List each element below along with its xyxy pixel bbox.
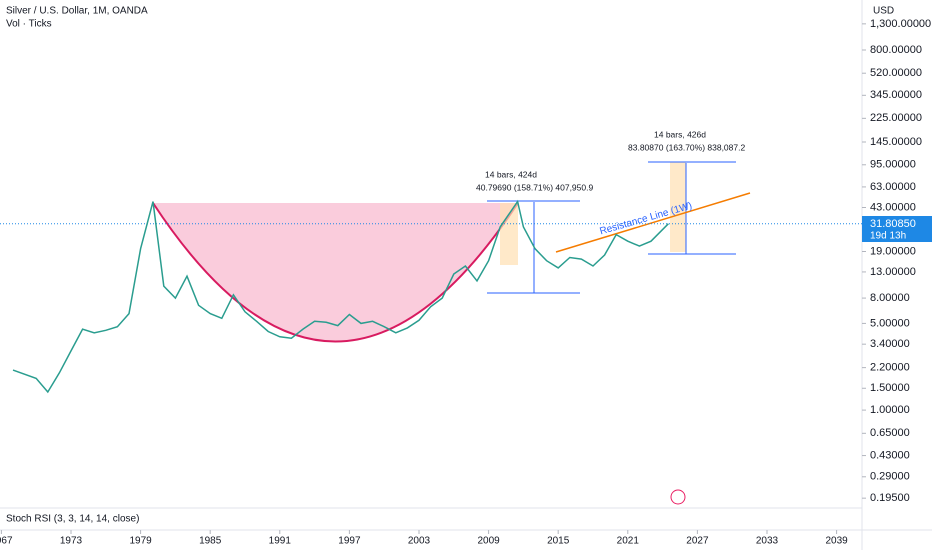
y-tick-label: 1.00000 bbox=[870, 404, 910, 416]
price-line bbox=[12, 199, 669, 394]
x-tick-label: 2027 bbox=[686, 536, 709, 547]
y-tick-label: 5.00000 bbox=[870, 317, 910, 329]
x-tick-label: 2021 bbox=[617, 536, 640, 547]
y-tick-label: 1,300.00000 bbox=[870, 18, 931, 30]
y-tick-label: 43.00000 bbox=[870, 201, 916, 213]
range-label: 83.80870 (163.70%) 838,087.2 bbox=[628, 142, 745, 152]
x-tick-label: 2009 bbox=[477, 536, 500, 547]
y-tick-label: 0.65000 bbox=[870, 427, 910, 439]
last-price-box bbox=[862, 216, 932, 242]
x-tick-label: 1979 bbox=[129, 536, 152, 547]
y-tick-label: 145.00000 bbox=[870, 136, 922, 148]
y-tick-label: 1.50000 bbox=[870, 382, 910, 394]
range-label: 14 bars, 426d bbox=[654, 129, 706, 139]
range-fill bbox=[670, 162, 686, 252]
y-tick-label: 225.00000 bbox=[870, 112, 922, 124]
y-tick-label: 520.00000 bbox=[870, 67, 922, 79]
x-tick-label: 1991 bbox=[269, 536, 292, 547]
x-tick-label: 1997 bbox=[338, 536, 361, 547]
y-tick-label: 345.00000 bbox=[870, 89, 922, 101]
y-tick-label: 63.00000 bbox=[870, 181, 916, 193]
y-tick-label: 0.19500 bbox=[870, 492, 910, 504]
x-tick-label: 2033 bbox=[756, 536, 779, 547]
range-label: 40.79690 (158.71%) 407,950.9 bbox=[476, 182, 593, 192]
volume-label: Vol · Ticks bbox=[6, 19, 52, 30]
y-tick-label: 95.00000 bbox=[870, 159, 916, 171]
countdown-label: 19d 13h bbox=[870, 231, 906, 242]
y-tick-label: 0.29000 bbox=[870, 471, 910, 483]
event-icon bbox=[670, 489, 686, 505]
x-tick-label: 2003 bbox=[408, 536, 431, 547]
x-tick-label: 1985 bbox=[199, 536, 222, 547]
symbol-title: Silver / U.S. Dollar, 1M, OANDA bbox=[6, 6, 148, 17]
y-tick-label: 0.43000 bbox=[870, 449, 910, 461]
resistance-line bbox=[555, 192, 751, 253]
y-tick-label: 19.00000 bbox=[870, 245, 916, 257]
y-tick-label: 3.40000 bbox=[870, 338, 910, 350]
last-price-label: 31.80850 bbox=[870, 218, 916, 230]
x-tick-label: 1967 bbox=[0, 536, 13, 547]
range-label: 14 bars, 424d bbox=[485, 169, 537, 179]
y-tick-label: 8.00000 bbox=[870, 292, 910, 304]
indicator-label: Stoch RSI (3, 3, 14, 14, close) bbox=[6, 514, 139, 525]
range-fill bbox=[500, 203, 518, 265]
y-tick-label: 800.00000 bbox=[870, 44, 922, 56]
x-tick-label: 1973 bbox=[60, 536, 83, 547]
x-tick-label: 2015 bbox=[547, 536, 570, 547]
y-tick-label: 2.20000 bbox=[870, 362, 910, 374]
currency-label: USD bbox=[873, 6, 894, 17]
y-tick-label: 13.00000 bbox=[870, 266, 916, 278]
x-tick-label: 2039 bbox=[825, 536, 848, 547]
